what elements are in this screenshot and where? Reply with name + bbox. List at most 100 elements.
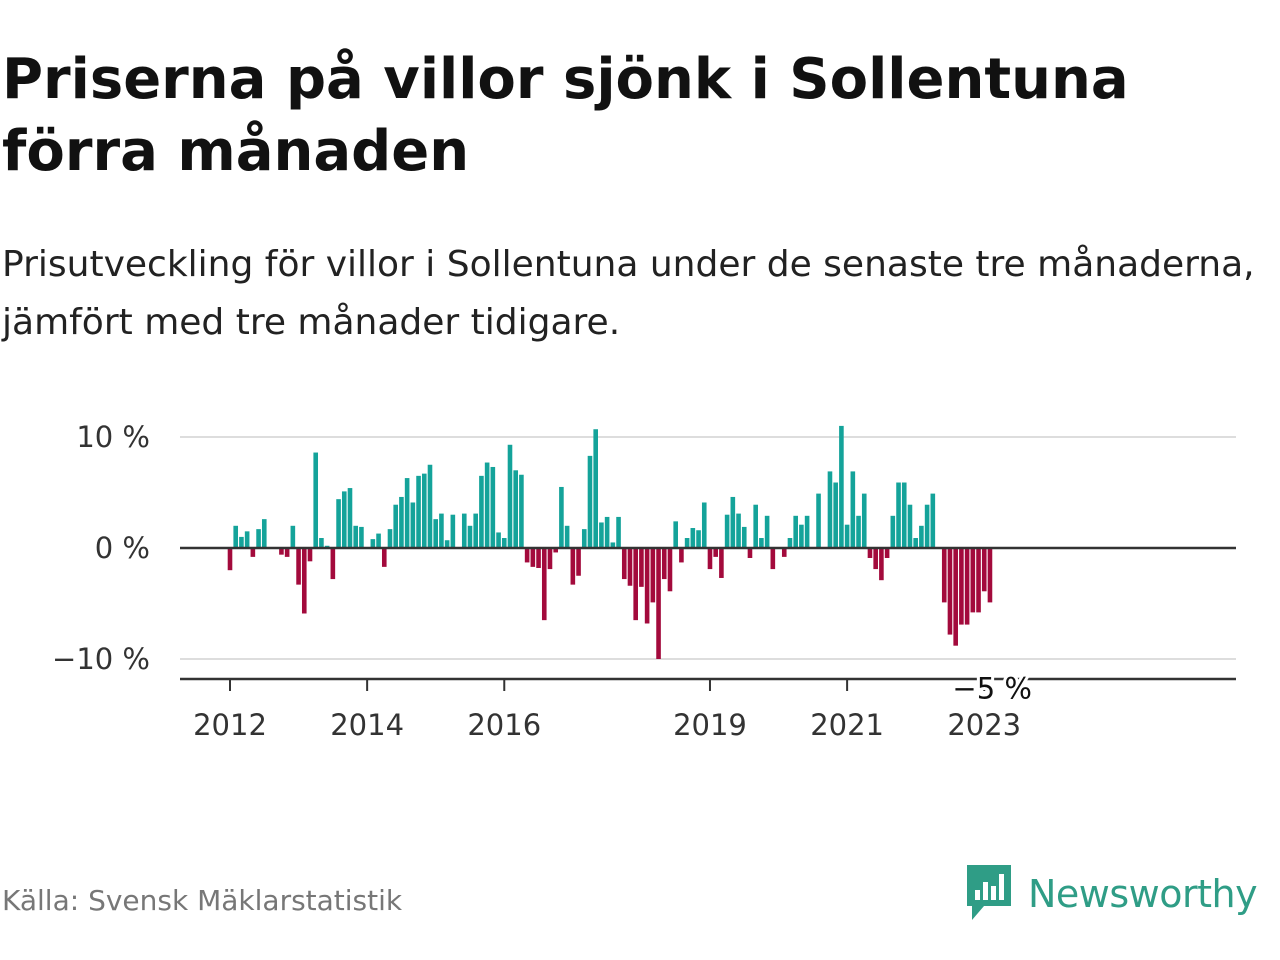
bar bbox=[799, 524, 804, 548]
bar bbox=[959, 548, 964, 625]
bar bbox=[239, 536, 244, 548]
bar bbox=[661, 548, 667, 580]
bar bbox=[656, 548, 661, 659]
bar bbox=[719, 548, 724, 578]
bar bbox=[496, 532, 501, 548]
newsworthy-logo-icon bbox=[964, 862, 1014, 926]
x-tick-label: 2021 bbox=[810, 708, 884, 742]
bar bbox=[507, 444, 513, 548]
bar bbox=[616, 516, 621, 548]
bar bbox=[753, 504, 758, 548]
bar bbox=[439, 513, 444, 548]
bar bbox=[901, 482, 907, 548]
y-tick-label: 0 % bbox=[95, 531, 150, 565]
bar bbox=[856, 515, 861, 548]
bar bbox=[570, 548, 576, 585]
bar bbox=[736, 513, 741, 548]
bar bbox=[684, 538, 690, 548]
chart-subtitle: Prisutveckling för villor i Sollentuna u… bbox=[2, 244, 1255, 343]
gridlines bbox=[180, 436, 1236, 660]
bar bbox=[444, 540, 450, 548]
bar bbox=[667, 548, 673, 592]
bar bbox=[313, 452, 319, 548]
bar bbox=[296, 548, 301, 585]
bar bbox=[919, 525, 924, 548]
chart-title: Priserna på villor sjönk i Sollentuna fö… bbox=[2, 47, 1129, 184]
bar bbox=[256, 529, 261, 548]
brand-logo[interactable]: Newsworthy bbox=[964, 862, 1258, 926]
bar bbox=[741, 526, 747, 548]
bar bbox=[519, 474, 524, 548]
bar bbox=[844, 524, 850, 548]
bar bbox=[359, 526, 364, 548]
bars bbox=[227, 425, 993, 659]
bar bbox=[416, 475, 421, 548]
bar bbox=[227, 548, 233, 571]
bar bbox=[587, 455, 593, 548]
bar bbox=[279, 548, 284, 555]
bar bbox=[770, 548, 776, 570]
bar bbox=[861, 493, 867, 548]
bar bbox=[427, 464, 433, 548]
bar bbox=[839, 425, 844, 548]
bar bbox=[890, 515, 896, 548]
bar bbox=[341, 491, 347, 548]
bar bbox=[479, 475, 484, 548]
bar bbox=[404, 478, 410, 548]
bar bbox=[690, 528, 696, 548]
bar bbox=[576, 548, 581, 576]
bar bbox=[964, 548, 970, 625]
bar bbox=[513, 470, 518, 548]
x-tick-label: 2016 bbox=[467, 708, 541, 742]
bar bbox=[541, 548, 547, 621]
bar bbox=[633, 548, 638, 621]
bar bbox=[553, 548, 558, 553]
bar bbox=[467, 525, 473, 548]
bar bbox=[261, 519, 267, 548]
bar bbox=[250, 548, 256, 557]
bar bbox=[621, 548, 627, 580]
bar bbox=[804, 515, 810, 548]
bar bbox=[850, 471, 856, 548]
x-tick-label: 2019 bbox=[673, 708, 747, 742]
bar bbox=[307, 548, 313, 562]
bar bbox=[884, 548, 890, 558]
bar bbox=[759, 538, 764, 548]
bar bbox=[867, 548, 873, 558]
x-tick-label: 2014 bbox=[330, 708, 404, 742]
bar bbox=[376, 533, 381, 548]
bar bbox=[347, 488, 353, 548]
bar bbox=[827, 471, 833, 548]
bar bbox=[536, 548, 541, 568]
bar bbox=[381, 548, 387, 567]
bar bbox=[907, 504, 913, 548]
bar bbox=[410, 502, 416, 548]
bar bbox=[473, 513, 478, 548]
bar bbox=[627, 548, 633, 586]
bar bbox=[896, 482, 901, 548]
brand-name: Newsworthy bbox=[1028, 872, 1258, 916]
bar-chart: 10 % 0 % −10 % 2012 2014 2016 2019 2021 2023−5 % bbox=[52, 420, 1236, 742]
bar bbox=[941, 548, 947, 603]
bar bbox=[981, 548, 987, 592]
bar bbox=[970, 548, 976, 613]
bar bbox=[290, 525, 296, 548]
bar bbox=[764, 515, 770, 548]
bar bbox=[301, 548, 307, 614]
y-tick-label: 10 % bbox=[76, 420, 150, 454]
source-note: Källa: Svensk Mäklarstatistik bbox=[2, 884, 403, 917]
x-tick-label: 2023 bbox=[947, 708, 1021, 742]
bar bbox=[530, 548, 536, 567]
bar bbox=[781, 548, 787, 557]
bar bbox=[604, 516, 610, 548]
bar bbox=[976, 548, 981, 613]
last-value-label: −5 % bbox=[952, 671, 1032, 705]
bar bbox=[787, 538, 793, 548]
bar bbox=[547, 548, 553, 570]
bar bbox=[987, 548, 993, 603]
bar bbox=[336, 499, 341, 548]
bar bbox=[524, 548, 530, 563]
bar bbox=[679, 548, 684, 563]
bar bbox=[793, 515, 798, 548]
bar bbox=[947, 548, 953, 635]
